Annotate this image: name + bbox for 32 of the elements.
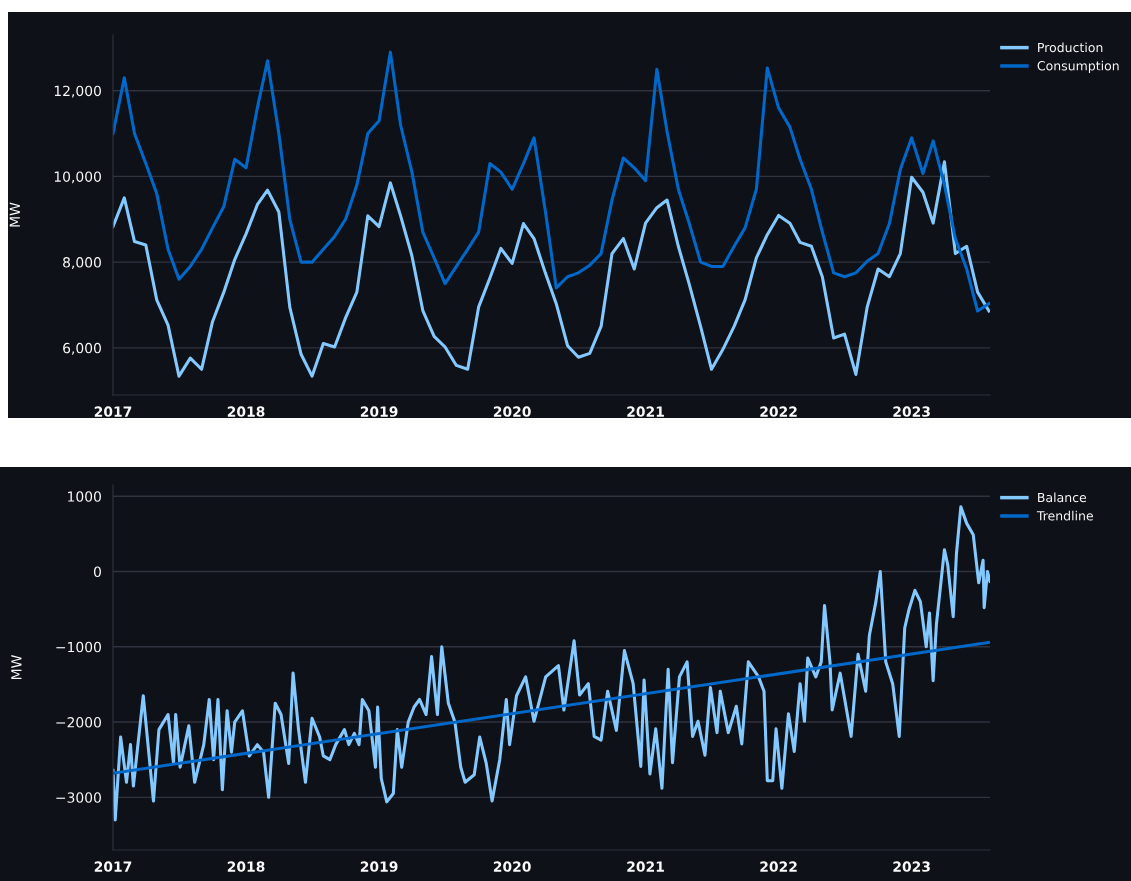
x-tick-label: 2017 [94, 861, 132, 872]
y-axis-title: MW [9, 202, 20, 227]
x-tick-label: 2021 [627, 861, 664, 872]
x-tick-label: 2019 [360, 861, 398, 872]
y-tick-label: −3000 [56, 792, 101, 803]
y-tick-label: 0 [93, 566, 101, 578]
line-series [113, 50, 990, 313]
x-tick-label: 2020 [493, 861, 531, 872]
x-tick-label: 2023 [893, 861, 930, 872]
line-series [113, 505, 990, 822]
y-tick-label: −1000 [56, 641, 101, 653]
x-tick-label: 2019 [360, 406, 398, 417]
x-tick-label: 2018 [227, 861, 265, 872]
y-tick-label: 8,000 [63, 257, 101, 270]
y-tick-label: 10,000 [54, 171, 101, 184]
x-tick-label: 2017 [94, 406, 132, 417]
y-tick-label: 1000 [68, 491, 101, 502]
y-tick-label: −2000 [56, 717, 101, 728]
line-series [113, 160, 990, 378]
y-tick-label: 12,000 [54, 85, 101, 98]
legend-label: Consumption [1037, 60, 1119, 73]
x-tick-label: 2023 [893, 406, 930, 417]
legend-label: Production [1038, 42, 1103, 53]
y-tick-label: 6,000 [63, 342, 101, 355]
y-axis-title: MW [11, 655, 22, 679]
x-tick-label: 2018 [227, 406, 265, 417]
x-tick-label: 2022 [760, 406, 797, 417]
x-tick-label: 2020 [493, 406, 531, 417]
legend-label: Balance [1038, 492, 1087, 503]
x-tick-label: 2022 [760, 861, 797, 872]
legend-label: Trendline [1036, 510, 1093, 521]
x-tick-label: 2021 [627, 406, 664, 417]
